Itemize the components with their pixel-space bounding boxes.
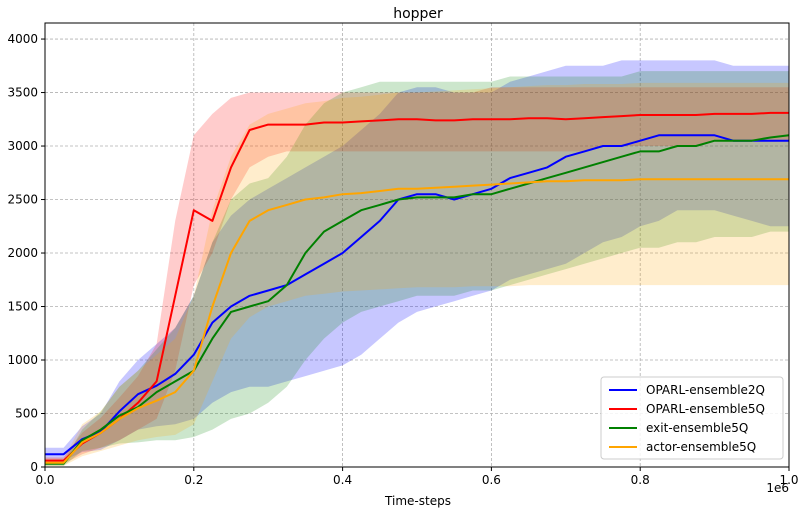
legend-box	[600, 376, 784, 460]
series-lines	[45, 111, 790, 465]
y-tick-label: 3000	[7, 139, 38, 153]
series-line-2	[45, 134, 790, 465]
y-tick-label: 0	[30, 460, 38, 474]
x-tick-label: 0.4	[333, 473, 352, 487]
x-offset-label: 1e6	[766, 481, 789, 495]
legend-label: actor-ensemble5Q	[646, 440, 756, 454]
series-band-2	[45, 71, 789, 466]
series-line-0	[45, 134, 789, 456]
legend-label: OPARL-ensemble2Q	[646, 383, 765, 397]
legend-label: OPARL-ensemble5Q	[646, 402, 765, 416]
grid	[44, 23, 790, 468]
y-tick-label: 4000	[7, 32, 38, 46]
x-tick-label: 0.0	[35, 473, 54, 487]
chart-title: hopper	[393, 6, 443, 22]
y-tick-label: 3500	[7, 86, 38, 100]
series-line-1	[45, 111, 789, 462]
series-line-3	[45, 178, 789, 464]
y-tick-label: 500	[15, 407, 38, 421]
legend-label: exit-ensemble5Q	[646, 421, 748, 435]
confidence-bands	[45, 60, 789, 466]
x-tick-label: 1.0	[779, 473, 798, 487]
series-band-1	[45, 87, 789, 464]
x-axis-label: Time-steps	[384, 494, 451, 508]
x-tick-label: 0.8	[631, 473, 650, 487]
series-band-0	[45, 60, 789, 461]
x-tick-label: 0.6	[482, 473, 501, 487]
y-tick-label: 2000	[7, 246, 38, 260]
y-tick-label: 2500	[7, 193, 38, 207]
series-band-3	[45, 82, 789, 466]
y-tick-label: 1500	[7, 300, 38, 314]
legend: OPARL-ensemble2Q OPARL-ensemble5Q exit-e…	[600, 376, 784, 460]
axis-ticks: 0.0 0.2 0.4 0.6 0.8 1.0 0 500 1000 1500 2000 2500 30…	[7, 32, 798, 487]
x-tick-label: 0.2	[184, 473, 203, 487]
plot-frame	[44, 22, 790, 468]
y-tick-label: 1000	[7, 353, 38, 367]
